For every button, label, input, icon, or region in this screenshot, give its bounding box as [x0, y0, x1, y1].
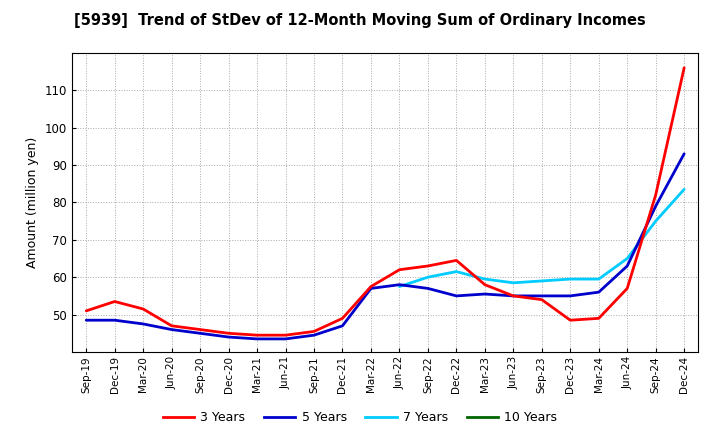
3 Years: [537, 297, 546, 302]
5 Years: [595, 290, 603, 295]
5 Years: [566, 293, 575, 298]
3 Years: [139, 306, 148, 312]
3 Years: [680, 65, 688, 70]
3 Years: [167, 323, 176, 328]
5 Years: [110, 318, 119, 323]
3 Years: [423, 263, 432, 268]
7 Years: [566, 276, 575, 282]
5 Years: [680, 151, 688, 156]
Line: 5 Years: 5 Years: [86, 154, 684, 339]
3 Years: [395, 267, 404, 272]
5 Years: [452, 293, 461, 298]
3 Years: [82, 308, 91, 313]
5 Years: [366, 286, 375, 291]
7 Years: [623, 256, 631, 261]
7 Years: [480, 276, 489, 282]
5 Years: [395, 282, 404, 287]
5 Years: [623, 263, 631, 268]
3 Years: [282, 333, 290, 338]
5 Years: [423, 286, 432, 291]
3 Years: [595, 315, 603, 321]
Line: 7 Years: 7 Years: [400, 189, 684, 286]
3 Years: [480, 282, 489, 287]
7 Years: [395, 284, 404, 289]
3 Years: [652, 192, 660, 198]
7 Years: [680, 187, 688, 192]
5 Years: [225, 334, 233, 340]
7 Years: [423, 275, 432, 280]
5 Years: [480, 291, 489, 297]
7 Years: [452, 269, 461, 274]
7 Years: [652, 218, 660, 224]
5 Years: [310, 333, 318, 338]
3 Years: [566, 318, 575, 323]
7 Years: [509, 280, 518, 286]
5 Years: [338, 323, 347, 328]
3 Years: [509, 293, 518, 298]
5 Years: [253, 336, 261, 341]
3 Years: [110, 299, 119, 304]
5 Years: [282, 336, 290, 341]
3 Years: [623, 286, 631, 291]
3 Years: [253, 333, 261, 338]
3 Years: [310, 329, 318, 334]
5 Years: [196, 331, 204, 336]
5 Years: [167, 327, 176, 332]
Legend: 3 Years, 5 Years, 7 Years, 10 Years: 3 Years, 5 Years, 7 Years, 10 Years: [158, 407, 562, 429]
7 Years: [595, 276, 603, 282]
3 Years: [196, 327, 204, 332]
3 Years: [225, 331, 233, 336]
Line: 3 Years: 3 Years: [86, 68, 684, 335]
7 Years: [537, 278, 546, 283]
5 Years: [652, 203, 660, 209]
5 Years: [82, 318, 91, 323]
Text: [5939]  Trend of StDev of 12-Month Moving Sum of Ordinary Incomes: [5939] Trend of StDev of 12-Month Moving…: [74, 13, 646, 28]
Y-axis label: Amount (million yen): Amount (million yen): [26, 137, 39, 268]
5 Years: [537, 293, 546, 298]
5 Years: [139, 321, 148, 326]
5 Years: [509, 293, 518, 298]
3 Years: [366, 284, 375, 289]
3 Years: [338, 315, 347, 321]
3 Years: [452, 258, 461, 263]
